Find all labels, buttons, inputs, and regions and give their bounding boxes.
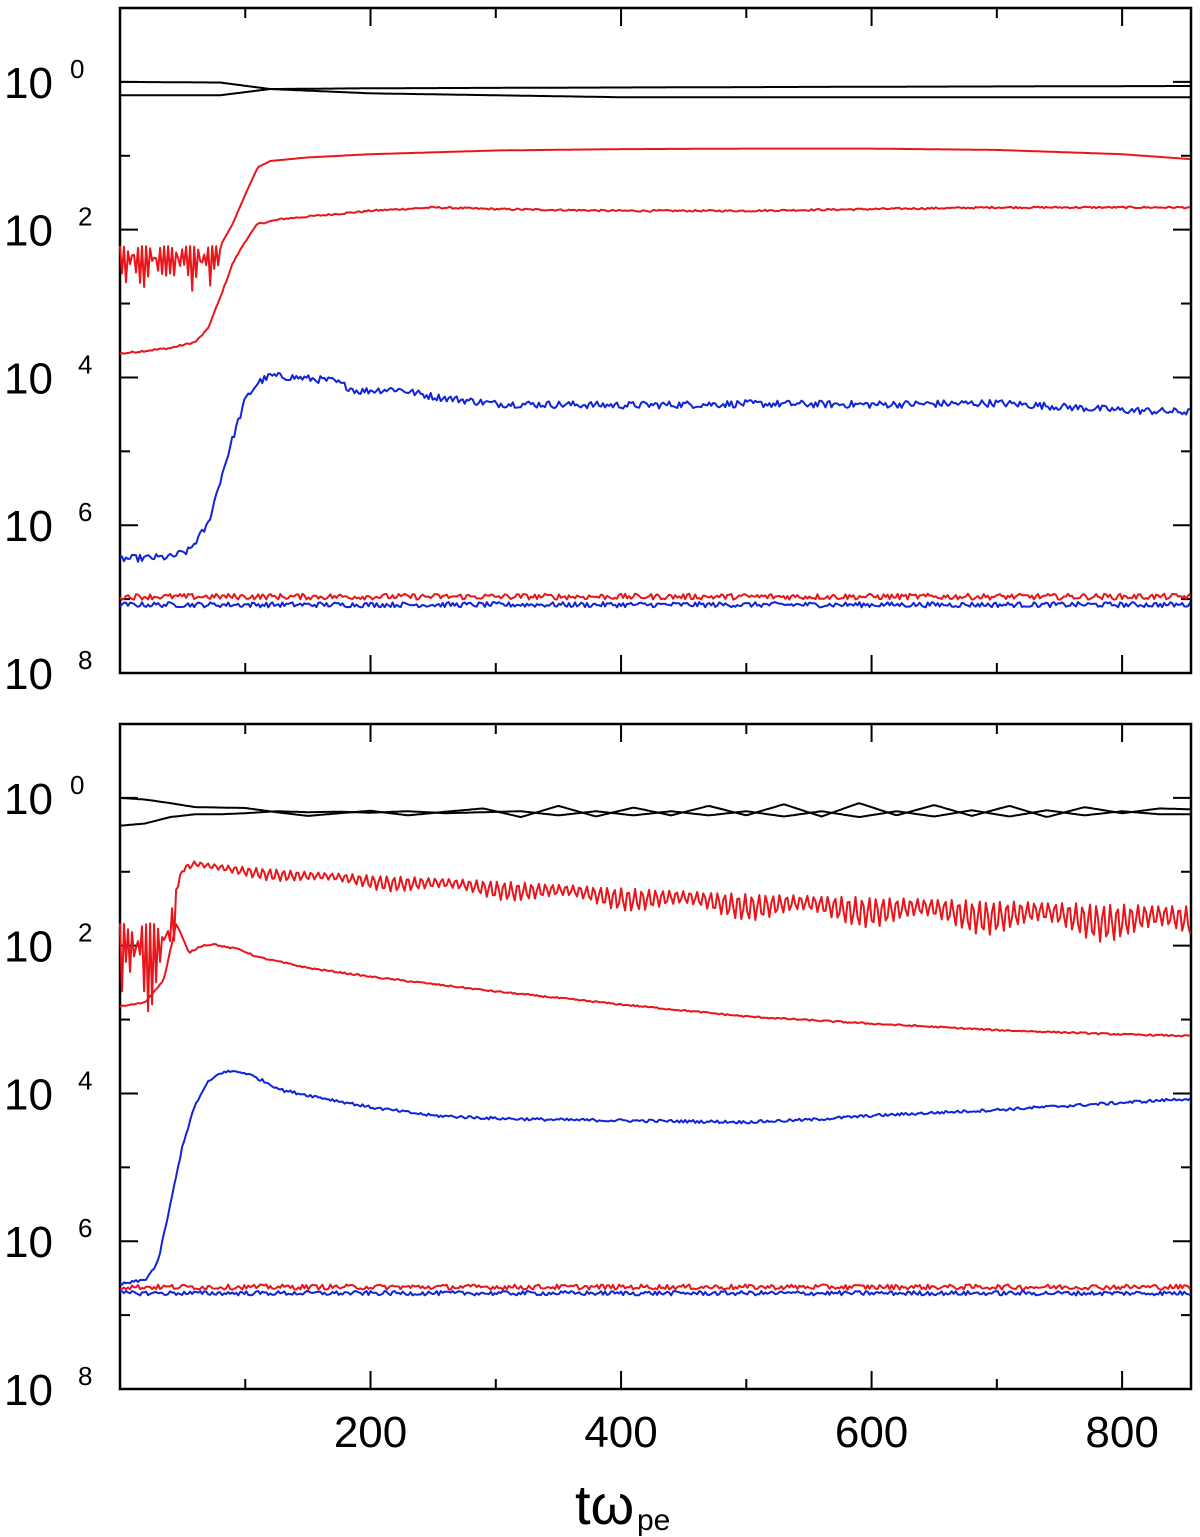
series-line-blue [119, 371, 1191, 563]
x-tick-label: 600 [835, 1408, 908, 1457]
series-line-blue [119, 1290, 1191, 1297]
series-line-black [119, 796, 1191, 819]
series-line-blue [119, 601, 1192, 609]
x-tick-label: 400 [584, 1408, 657, 1457]
y-tick-label: 10 [4, 650, 53, 699]
series-line-black [119, 809, 1191, 827]
y-tick-label-exponent: 2 [78, 202, 92, 232]
bottom-panel: 10 0 10 2 10 4 10 6 10 8 200 400 600 800 [4, 722, 1193, 1457]
series-line-red [119, 592, 1191, 601]
y-tick-label-exponent: 0 [70, 770, 84, 800]
y-tick-label-exponent: 6 [78, 497, 92, 527]
series-line-red [119, 923, 1191, 1038]
y-tick-label: 10 [4, 923, 53, 972]
y-tick-label-exponent: 0 [70, 54, 84, 84]
y-tick-label: 10 [4, 207, 53, 256]
plot-frame [118, 6, 1193, 675]
series-line-red [119, 1283, 1192, 1291]
top-panel: 10 0 10 2 10 4 10 6 10 8 [4, 6, 1193, 699]
y-tick-label: 10 [4, 1070, 53, 1119]
series-line-blue [119, 1069, 1191, 1286]
y-tick-label: 10 [4, 354, 53, 403]
y-tick-label-exponent: 8 [78, 645, 92, 675]
series-line-red [119, 860, 1192, 1013]
x-axis-label-subscript: pe [637, 1504, 670, 1537]
series-line-black [120, 85, 1191, 97]
series-line-red [119, 205, 1191, 355]
y-tick-label: 10 [4, 775, 53, 824]
x-tick-label: 200 [334, 1408, 407, 1457]
y-tick-label-exponent: 6 [78, 1213, 92, 1243]
y-tick-label-exponent: 8 [78, 1361, 92, 1391]
y-tick-label: 10 [4, 502, 53, 551]
y-tick-label: 10 [4, 59, 53, 108]
y-tick-label: 10 [4, 1218, 53, 1267]
series-line-red [119, 147, 1191, 292]
y-tick-label-exponent: 2 [78, 918, 92, 948]
y-tick-label-exponent: 4 [78, 349, 92, 379]
y-tick-label: 10 [4, 1366, 53, 1415]
x-axis-label: tω [575, 1473, 634, 1536]
series-line-black [120, 80, 1191, 99]
y-tick-label-exponent: 4 [78, 1065, 92, 1095]
x-tick-label: 800 [1085, 1408, 1158, 1457]
plot-frame [118, 722, 1193, 1391]
